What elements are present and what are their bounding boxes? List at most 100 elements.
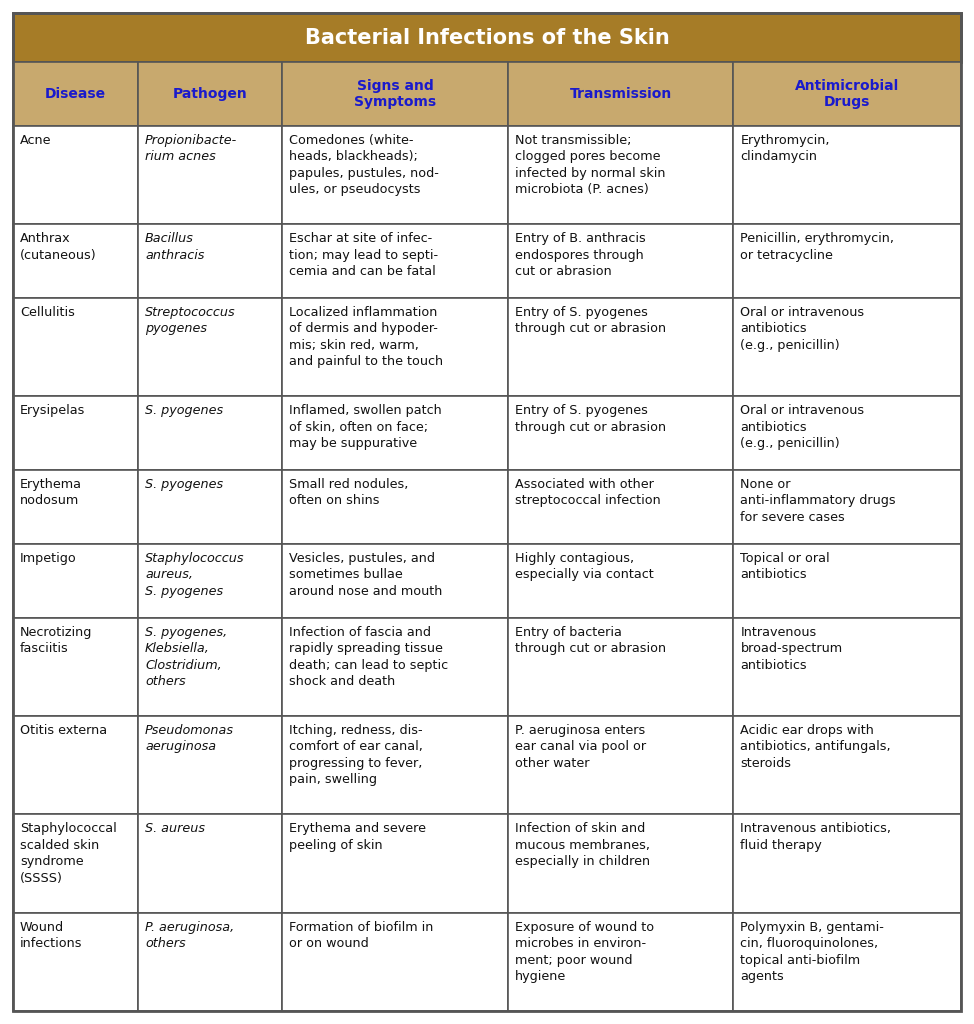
Text: Erythromycin,
clindamycin: Erythromycin, clindamycin <box>740 134 830 163</box>
Text: Oral or intravenous
antibiotics
(e.g., penicillin): Oral or intravenous antibiotics (e.g., p… <box>740 306 865 352</box>
Text: Small red nodules,
often on shins: Small red nodules, often on shins <box>289 478 409 508</box>
Bar <box>733 62 961 126</box>
Text: Acne: Acne <box>20 134 52 146</box>
Text: Polymyxin B, gentami-
cin, fluoroquinolones,
topical anti-biofilm
agents: Polymyxin B, gentami- cin, fluoroquinolo… <box>740 921 884 983</box>
Text: Pseudomonas
aeruginosa: Pseudomonas aeruginosa <box>145 724 234 754</box>
Bar <box>138 126 282 224</box>
Bar <box>282 126 507 224</box>
Bar <box>733 470 961 544</box>
Text: Disease: Disease <box>45 87 106 101</box>
Bar <box>13 396 138 470</box>
Text: Itching, redness, dis-
comfort of ear canal,
progressing to fever,
pain, swellin: Itching, redness, dis- comfort of ear ca… <box>289 724 423 786</box>
Bar <box>507 470 733 544</box>
Text: Infection of skin and
mucous membranes,
especially in children: Infection of skin and mucous membranes, … <box>515 822 650 868</box>
Bar <box>507 62 733 126</box>
Text: Comedones (white-
heads, blackheads);
papules, pustules, nod-
ules, or pseudocys: Comedones (white- heads, blackheads); pa… <box>289 134 439 197</box>
Bar <box>507 716 733 814</box>
Bar <box>733 298 961 396</box>
Text: Antimicrobial
Drugs: Antimicrobial Drugs <box>795 79 899 109</box>
Text: Signs and
Symptoms: Signs and Symptoms <box>354 79 436 109</box>
Text: S. pyogenes,
Klebsiella,
Clostridium,
others: S. pyogenes, Klebsiella, Clostridium, ot… <box>145 626 227 688</box>
Text: Transmission: Transmission <box>570 87 672 101</box>
Bar <box>138 470 282 544</box>
Text: Entry of S. pyogenes
through cut or abrasion: Entry of S. pyogenes through cut or abra… <box>515 404 666 434</box>
Text: Associated with other
streptococcal infection: Associated with other streptococcal infe… <box>515 478 660 508</box>
Bar <box>13 912 138 1011</box>
Bar <box>138 396 282 470</box>
Bar <box>507 617 733 716</box>
Text: Penicillin, erythromycin,
or tetracycline: Penicillin, erythromycin, or tetracyclin… <box>740 232 894 261</box>
Bar <box>733 814 961 912</box>
Bar <box>282 814 507 912</box>
Bar <box>507 814 733 912</box>
Bar <box>507 544 733 617</box>
Bar <box>282 298 507 396</box>
Bar <box>733 126 961 224</box>
Text: Pathogen: Pathogen <box>172 87 247 101</box>
Bar <box>282 912 507 1011</box>
Text: Necrotizing
fasciitis: Necrotizing fasciitis <box>20 626 93 655</box>
Bar <box>733 912 961 1011</box>
Text: P. aeruginosa,
others: P. aeruginosa, others <box>145 921 235 950</box>
Bar <box>13 814 138 912</box>
Bar <box>282 470 507 544</box>
Text: Erythema and severe
peeling of skin: Erythema and severe peeling of skin <box>289 822 427 852</box>
Text: Localized inflammation
of dermis and hypoder-
mis; skin red, warm,
and painful t: Localized inflammation of dermis and hyp… <box>289 306 443 369</box>
Bar <box>138 298 282 396</box>
Bar <box>282 224 507 298</box>
Text: Streptococcus
pyogenes: Streptococcus pyogenes <box>145 306 236 335</box>
Bar <box>138 62 282 126</box>
Bar <box>13 617 138 716</box>
Bar <box>282 617 507 716</box>
Text: Acidic ear drops with
antibiotics, antifungals,
steroids: Acidic ear drops with antibiotics, antif… <box>740 724 891 770</box>
Bar <box>13 62 138 126</box>
Text: Bacillus
anthracis: Bacillus anthracis <box>145 232 205 261</box>
Bar <box>13 298 138 396</box>
Text: Intravenous
broad-spectrum
antibiotics: Intravenous broad-spectrum antibiotics <box>740 626 843 672</box>
Bar <box>13 126 138 224</box>
Bar <box>733 716 961 814</box>
Text: Eschar at site of infec-
tion; may lead to septi-
cemia and can be fatal: Eschar at site of infec- tion; may lead … <box>289 232 438 278</box>
Text: Entry of S. pyogenes
through cut or abrasion: Entry of S. pyogenes through cut or abra… <box>515 306 666 335</box>
Text: Staphylococcal
scalded skin
syndrome
(SSSS): Staphylococcal scalded skin syndrome (SS… <box>20 822 117 885</box>
Text: Formation of biofilm in
or on wound: Formation of biofilm in or on wound <box>289 921 433 950</box>
Text: Erysipelas: Erysipelas <box>20 404 86 417</box>
Text: Oral or intravenous
antibiotics
(e.g., penicillin): Oral or intravenous antibiotics (e.g., p… <box>740 404 865 451</box>
Text: P. aeruginosa enters
ear canal via pool or
other water: P. aeruginosa enters ear canal via pool … <box>515 724 646 770</box>
Bar <box>13 544 138 617</box>
Bar <box>733 544 961 617</box>
Text: S. pyogenes: S. pyogenes <box>145 478 223 490</box>
Bar <box>507 126 733 224</box>
Bar <box>13 716 138 814</box>
Text: Bacterial Infections of the Skin: Bacterial Infections of the Skin <box>305 28 669 47</box>
Text: Vesicles, pustules, and
sometimes bullae
around nose and mouth: Vesicles, pustules, and sometimes bullae… <box>289 552 442 598</box>
Text: Inflamed, swollen patch
of skin, often on face;
may be suppurative: Inflamed, swollen patch of skin, often o… <box>289 404 442 451</box>
Text: Otitis externa: Otitis externa <box>20 724 107 737</box>
Text: S. aureus: S. aureus <box>145 822 206 836</box>
Bar <box>138 224 282 298</box>
Bar <box>507 298 733 396</box>
Text: Cellulitis: Cellulitis <box>20 306 75 318</box>
Bar <box>138 617 282 716</box>
Bar <box>13 470 138 544</box>
Bar <box>282 62 507 126</box>
Bar <box>733 396 961 470</box>
Bar <box>282 396 507 470</box>
Bar <box>138 814 282 912</box>
Text: Highly contagious,
especially via contact: Highly contagious, especially via contac… <box>515 552 654 582</box>
Text: Not transmissible;
clogged pores become
infected by normal skin
microbiota (P. a: Not transmissible; clogged pores become … <box>515 134 665 197</box>
Text: S. pyogenes: S. pyogenes <box>145 404 223 417</box>
Text: None or
anti-inflammatory drugs
for severe cases: None or anti-inflammatory drugs for seve… <box>740 478 896 524</box>
Text: Propionibacte-
rium acnes: Propionibacte- rium acnes <box>145 134 238 163</box>
Bar <box>507 224 733 298</box>
Text: Impetigo: Impetigo <box>20 552 77 564</box>
Text: Anthrax
(cutaneous): Anthrax (cutaneous) <box>20 232 96 261</box>
Bar <box>282 544 507 617</box>
Text: Infection of fascia and
rapidly spreading tissue
death; can lead to septic
shock: Infection of fascia and rapidly spreadin… <box>289 626 448 688</box>
Text: Intravenous antibiotics,
fluid therapy: Intravenous antibiotics, fluid therapy <box>740 822 891 852</box>
Text: Entry of B. anthracis
endospores through
cut or abrasion: Entry of B. anthracis endospores through… <box>515 232 646 278</box>
Bar <box>138 544 282 617</box>
Text: Wound
infections: Wound infections <box>20 921 83 950</box>
Text: Topical or oral
antibiotics: Topical or oral antibiotics <box>740 552 830 582</box>
Bar <box>733 617 961 716</box>
